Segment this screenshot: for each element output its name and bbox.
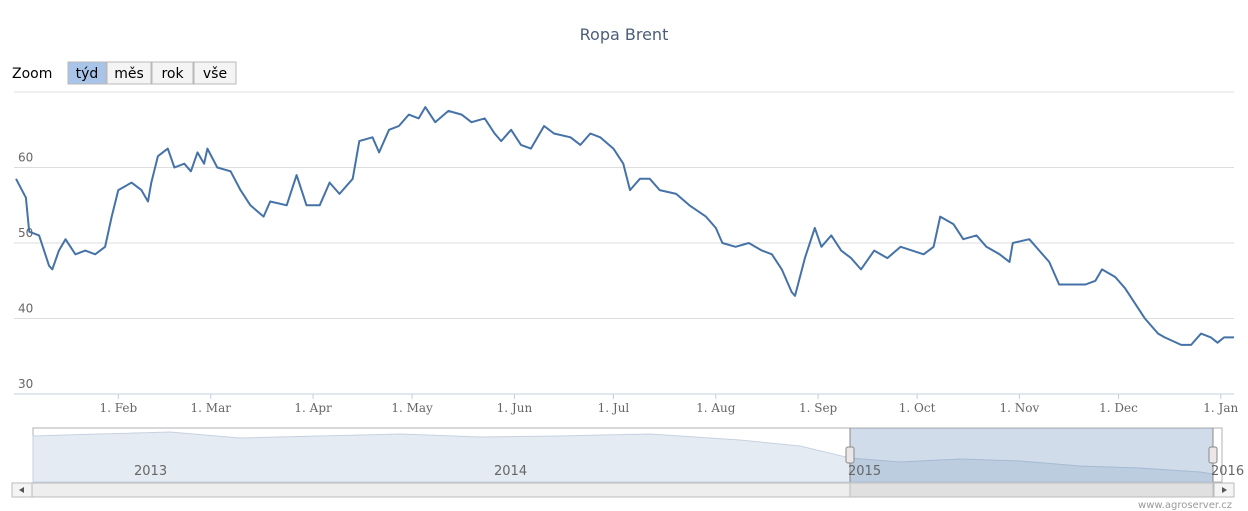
x-tick-label: 1. Apr (294, 401, 332, 415)
x-tick-label: 1. Sep (799, 401, 838, 415)
x-tick-label: 1. Jan (1203, 401, 1238, 415)
arrow-left (19, 487, 24, 493)
price-line (15, 106, 1234, 346)
arrow-right (1222, 487, 1227, 493)
x-tick-label: 1. Feb (99, 401, 137, 415)
navigator-handle[interactable] (845, 446, 855, 464)
x-tick-label: 1. Jun (497, 401, 533, 415)
navigator-label: 2016 (1211, 464, 1244, 479)
y-tick-label: 60 (18, 151, 33, 165)
zoom-button[interactable] (151, 61, 194, 85)
x-tick-label: 1. Nov (1000, 401, 1040, 415)
credits: www.agroserver.cz (1138, 500, 1232, 511)
navigator-selection[interactable] (850, 428, 1213, 482)
x-tick-label: 1. Dec (1099, 401, 1138, 415)
zoom-button-label[interactable]: měs (114, 66, 144, 82)
x-tick-label: 1. Oct (899, 401, 936, 415)
navigator-label: 2014 (494, 464, 527, 479)
zoom-button[interactable] (106, 61, 152, 85)
zoom-button[interactable] (193, 61, 237, 85)
zoom-button-label[interactable]: týd (76, 66, 99, 82)
x-tick-label: 1. May (391, 401, 433, 415)
navigator-label: 2015 (848, 464, 881, 479)
navigator-series (32, 431, 1214, 483)
chart-title: Ropa Brent (580, 25, 669, 44)
x-tick-label: 1. Aug (696, 401, 736, 415)
zoom-button-label[interactable]: vše (203, 66, 227, 82)
y-tick-label: 40 (18, 302, 33, 316)
scrollbar-thumb[interactable] (849, 482, 1214, 498)
zoom-button[interactable] (67, 61, 107, 85)
zoom-button-label[interactable]: rok (161, 66, 184, 82)
y-tick-label: 30 (18, 377, 33, 391)
navigator-handle[interactable] (1208, 446, 1218, 464)
x-tick-label: 1. Mar (191, 401, 232, 415)
navigator (11, 427, 1235, 498)
zoom-label: Zoom (12, 66, 52, 82)
x-tick-label: 1. Jul (598, 401, 630, 415)
navigator-label: 2013 (134, 464, 167, 479)
